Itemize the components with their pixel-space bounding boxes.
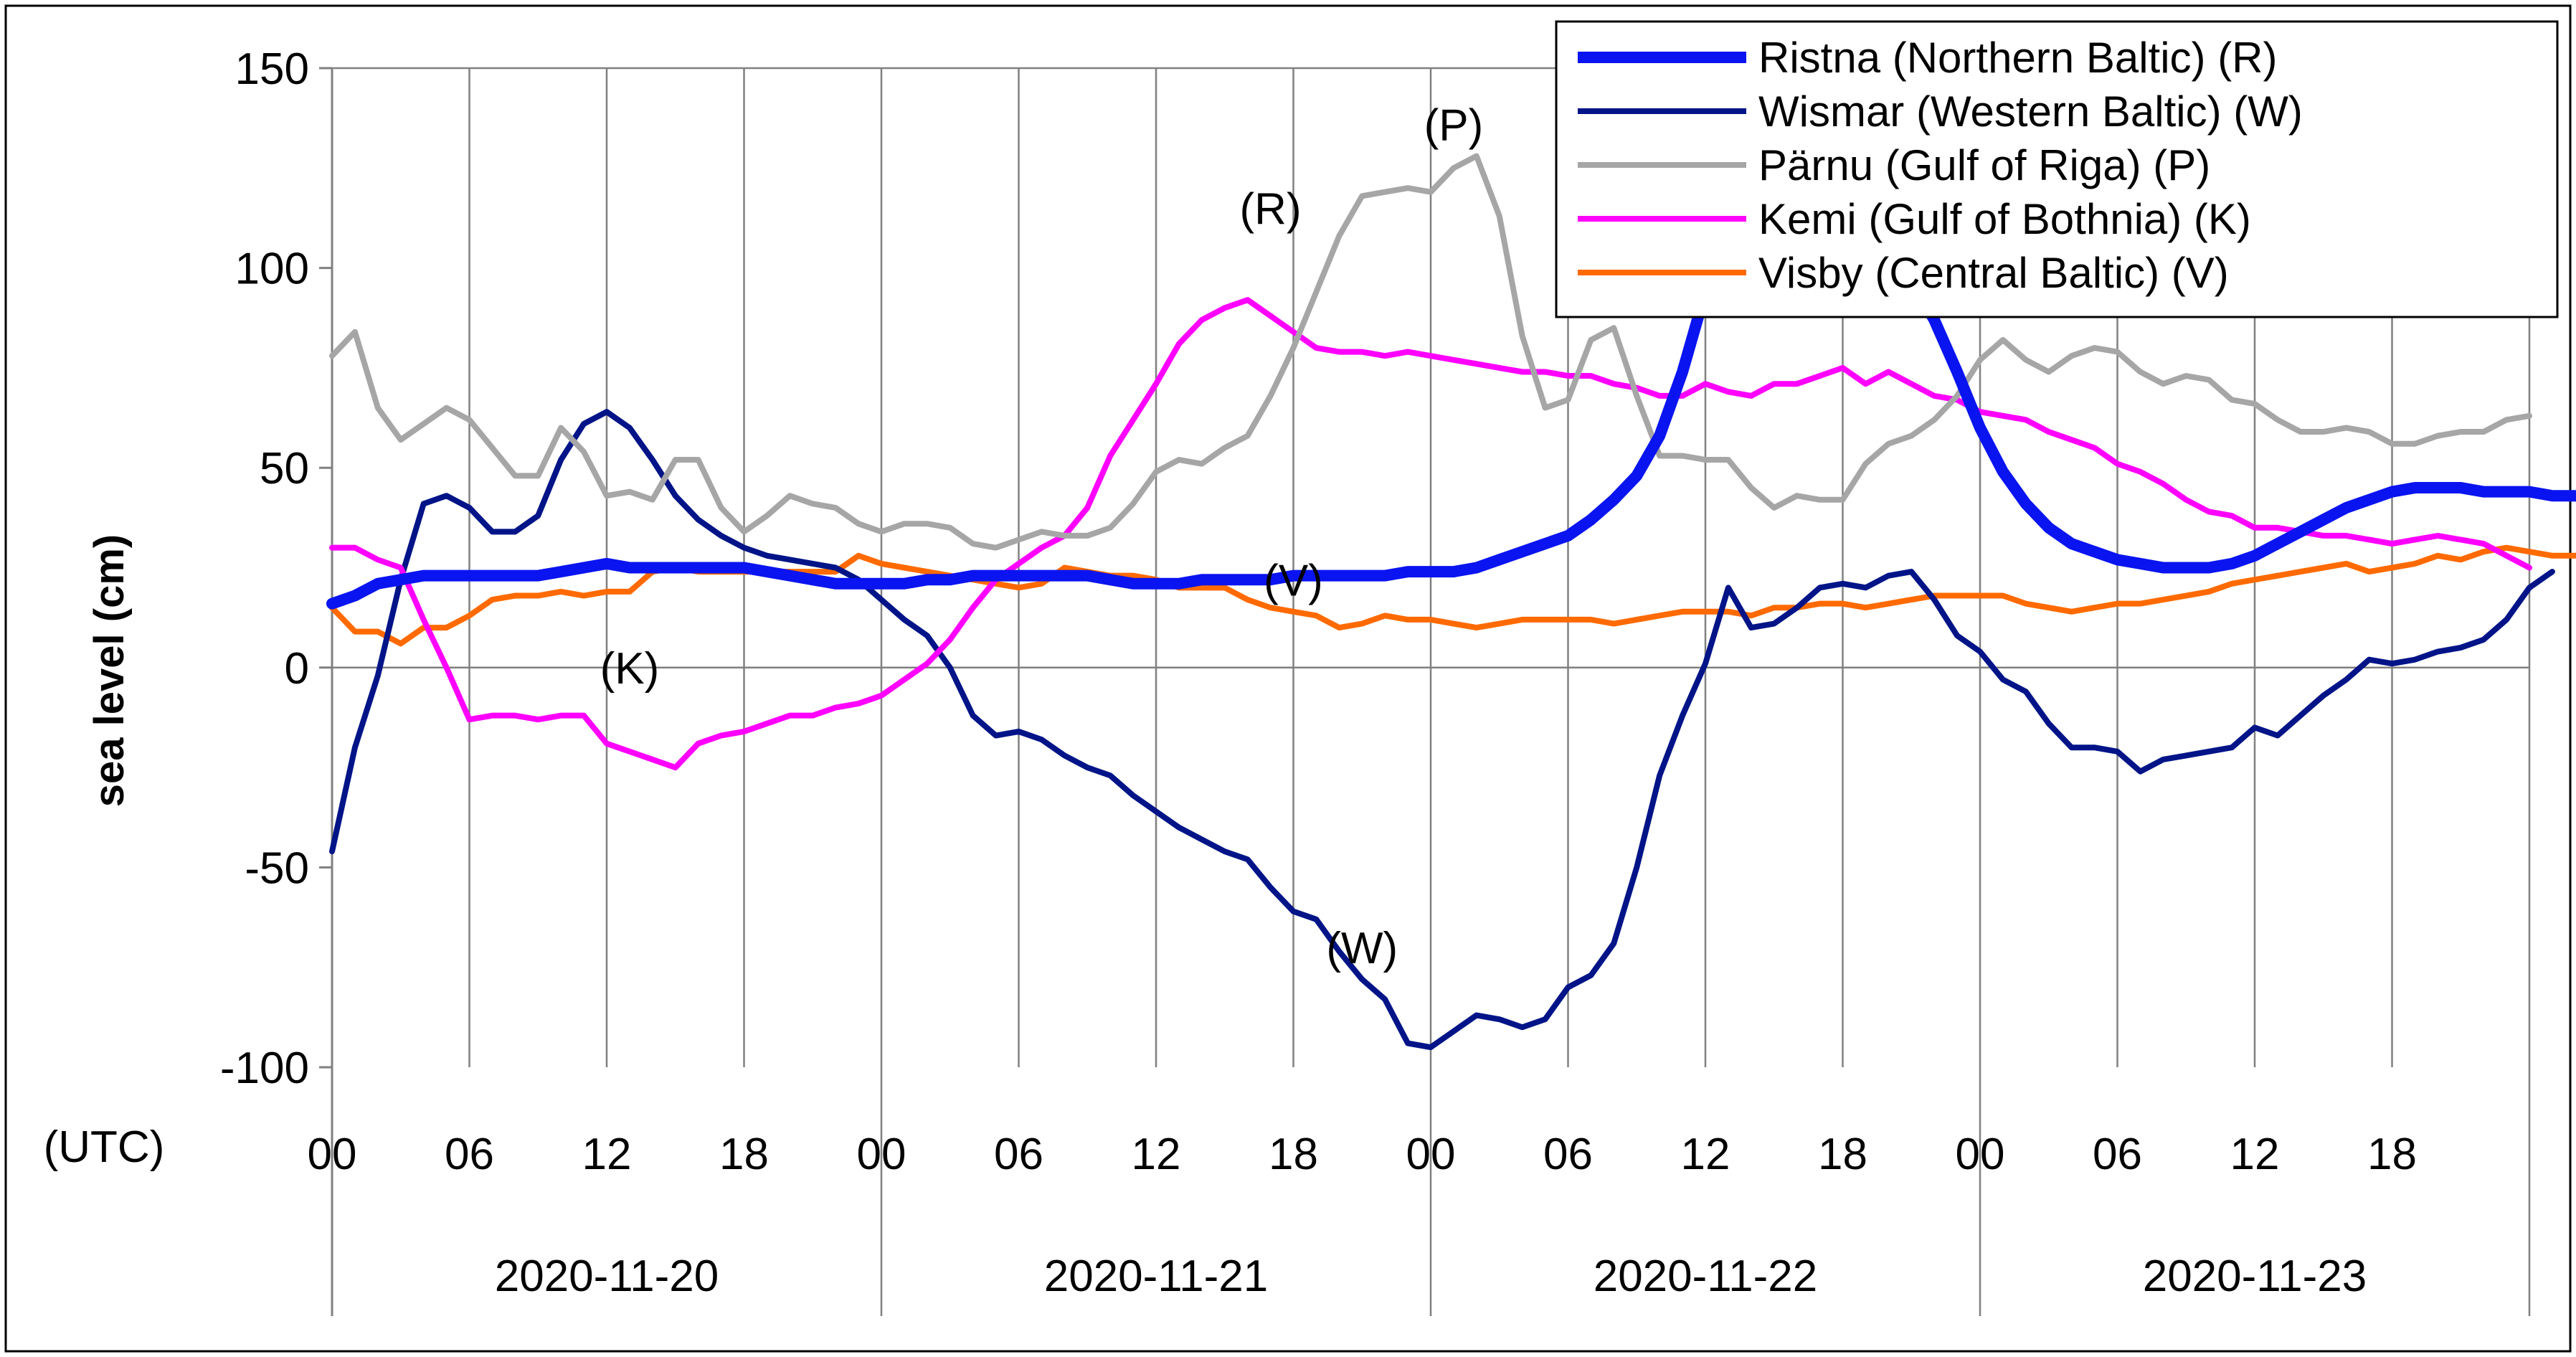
x-tick-label: 06 — [1543, 1130, 1593, 1179]
y-axis-label: sea level (cm) — [86, 534, 133, 807]
x-tick-label: 00 — [857, 1130, 906, 1179]
date-label: 2020-11-21 — [1044, 1252, 1269, 1301]
series-annotation: (V) — [1264, 557, 1323, 606]
utc-label: (UTC) — [44, 1122, 165, 1172]
x-tick-label: 18 — [719, 1130, 769, 1179]
x-tick-label: 18 — [1818, 1130, 1867, 1179]
y-tick-label: 0 — [285, 644, 309, 694]
y-tick-label: -50 — [245, 843, 309, 893]
legend-entry: Pärnu (Gulf of Riga) (P) — [1758, 141, 2210, 189]
legend-box — [1555, 20, 2559, 318]
x-tick-label: 18 — [2367, 1130, 2417, 1179]
x-tick-label: 06 — [994, 1130, 1043, 1179]
legend-entry: Wismar (Western Baltic) (W) — [1758, 88, 2303, 136]
axes — [319, 67, 333, 1316]
legend: Ristna (Northern Baltic) (R) Wismar (West… — [1555, 20, 2559, 318]
x-tick-label: 06 — [2093, 1130, 2142, 1179]
date-label: 2020-11-22 — [1594, 1252, 1818, 1301]
y-tick-label: 150 — [235, 44, 309, 94]
legend-entry: Visby (Central Baltic) (V) — [1758, 249, 2229, 297]
x-tick-label: 06 — [445, 1130, 494, 1179]
x-tick-label: 12 — [1132, 1130, 1181, 1179]
y-tick-label: 100 — [235, 245, 309, 294]
series-annotation: (R) — [1240, 184, 1302, 234]
date-label: 2020-11-23 — [2143, 1252, 2367, 1301]
series-annotation: (P) — [1424, 100, 1484, 150]
axis-labels: sea level (cm) (UTC) 150 100 50 0 -50 -100 00 0… — [44, 44, 2417, 1301]
x-tick-label: 00 — [308, 1130, 357, 1179]
series-annotation: (W) — [1326, 924, 1398, 973]
x-tick-label: 00 — [1956, 1130, 2005, 1179]
series-line — [329, 297, 2532, 771]
legend-entry: Kemi (Gulf of Bothnia) (K) — [1758, 195, 2251, 243]
series-annotations: (R) (W) (P) (K) (V) — [600, 100, 1484, 973]
y-tick-label: 50 — [260, 444, 309, 493]
series-annotation: (K) — [600, 644, 660, 694]
x-tick-label: 00 — [1406, 1130, 1456, 1179]
series-line — [329, 409, 2555, 1051]
y-tick-label: -100 — [220, 1044, 309, 1093]
x-tick-label: 12 — [582, 1130, 632, 1179]
series-line — [329, 153, 2532, 551]
x-tick-label: 18 — [1269, 1130, 1318, 1179]
x-tick-label: 12 — [1681, 1130, 1730, 1179]
date-label: 2020-11-20 — [495, 1252, 719, 1301]
legend-entry: Ristna (Northern Baltic) (R) — [1758, 34, 2278, 82]
x-tick-label: 12 — [2230, 1130, 2280, 1179]
